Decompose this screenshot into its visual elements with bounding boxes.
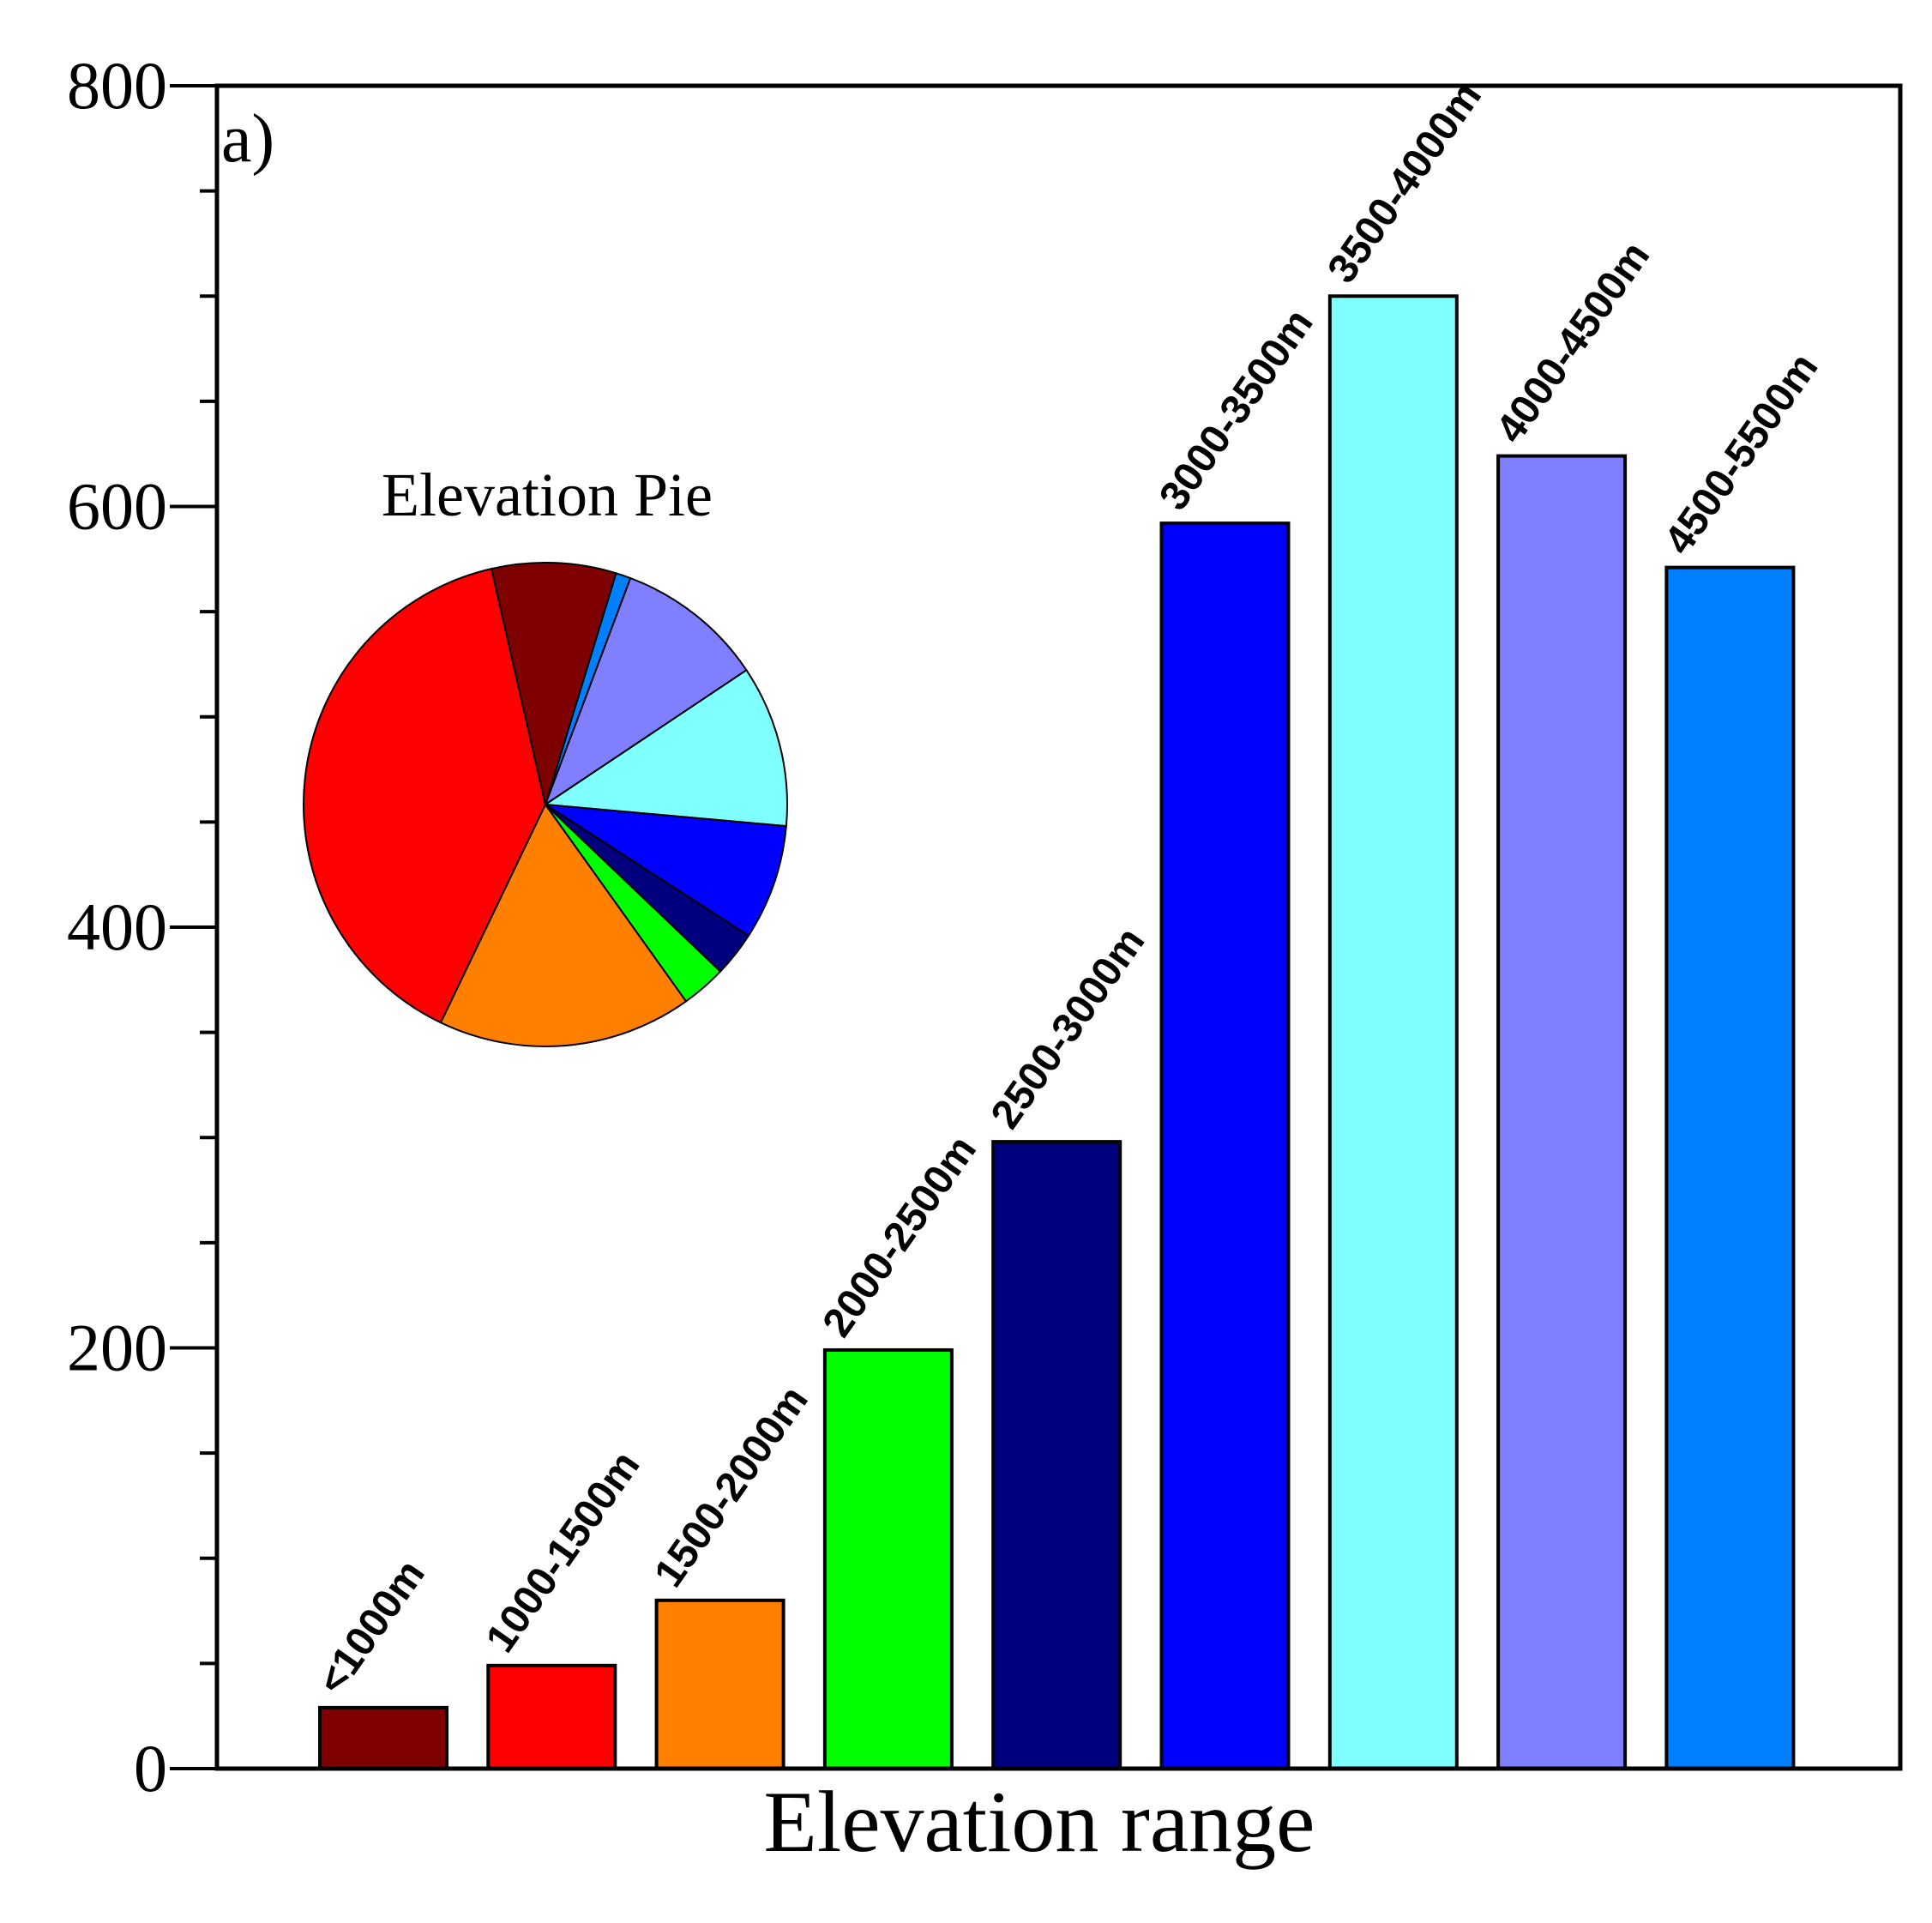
bar-1 — [318, 1705, 448, 1770]
pie-slice-8 — [303, 567, 547, 1024]
bar-6 — [1159, 521, 1291, 1770]
y-axis-tick-labels: 0 200 400 600 800 — [67, 48, 167, 1805]
bar-5 — [991, 1140, 1122, 1770]
y-tick-label: 0 — [134, 1731, 167, 1805]
pie-slice-9 — [490, 562, 617, 808]
pie-slice-3 — [543, 668, 788, 828]
pie-slice-2 — [543, 576, 748, 807]
bar-8 — [1496, 454, 1628, 1770]
y-tick-label: 600 — [67, 469, 167, 544]
panel-label: a) — [221, 101, 274, 177]
pie-title: Elevation Pie — [382, 461, 713, 529]
y-axis-minor-ticks — [200, 189, 217, 1666]
bar-2 — [486, 1663, 617, 1771]
pie-slice-4 — [545, 804, 787, 937]
bar-series — [318, 294, 1796, 1771]
y-tick-label: 400 — [67, 889, 167, 964]
bar-4 — [822, 1347, 954, 1770]
x-axis-title: Elevation range — [764, 1774, 1315, 1871]
y-axis-major-ticks — [170, 84, 217, 1770]
y-tick-label: 800 — [67, 48, 167, 123]
bar-3 — [654, 1598, 785, 1771]
elevation-pie — [303, 562, 788, 1047]
pie-slice-7 — [439, 803, 688, 1047]
bar-7 — [1327, 294, 1459, 1770]
bar-9 — [1664, 565, 1796, 1770]
y-tick-label: 200 — [67, 1311, 167, 1385]
plot-frame — [214, 83, 1903, 1771]
